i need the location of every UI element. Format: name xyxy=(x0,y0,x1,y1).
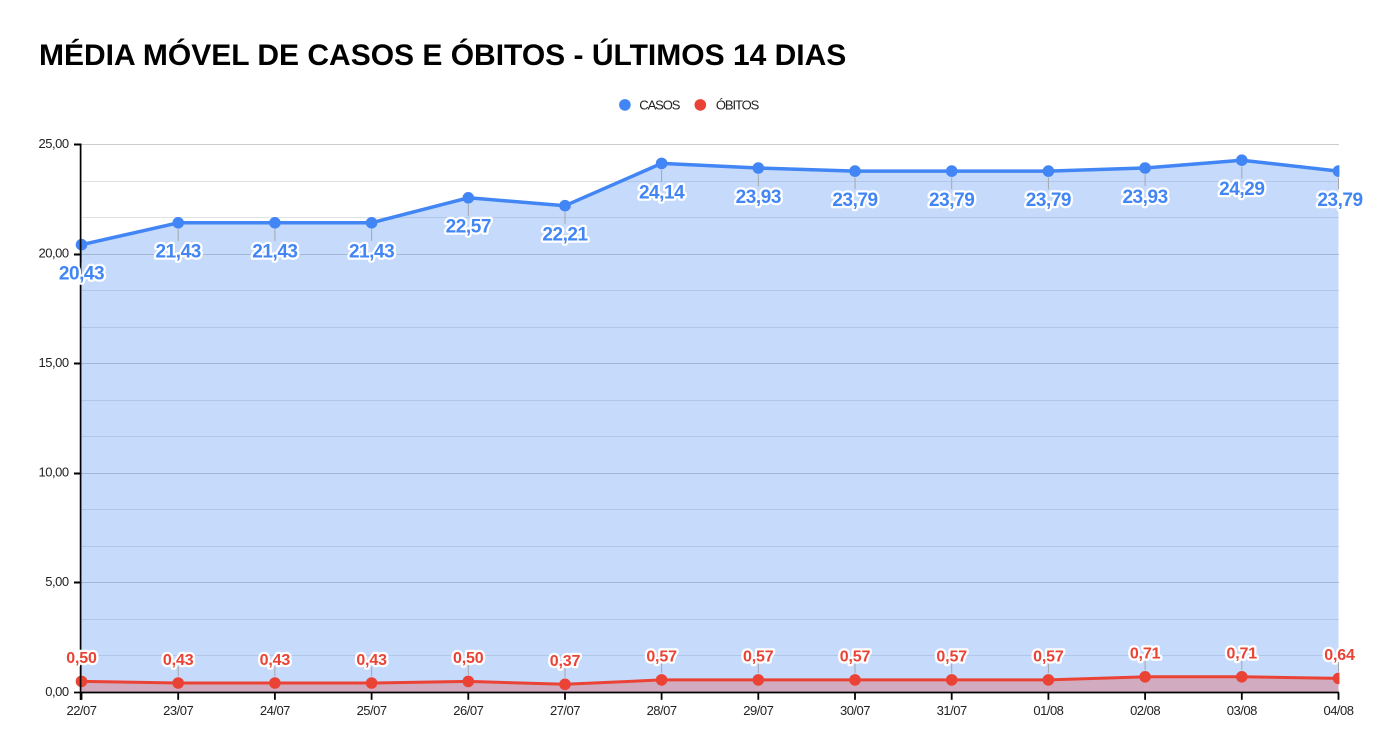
svg-text:20,43: 20,43 xyxy=(59,264,104,285)
svg-text:23,79: 23,79 xyxy=(1317,190,1362,211)
svg-text:23,93: 23,93 xyxy=(736,187,781,208)
svg-text:0,57: 0,57 xyxy=(936,649,967,666)
svg-text:25,00: 25,00 xyxy=(39,136,69,151)
svg-text:0,43: 0,43 xyxy=(356,652,387,669)
svg-text:01/08: 01/08 xyxy=(1033,703,1063,718)
svg-text:22/07: 22/07 xyxy=(66,703,96,718)
svg-text:ÓBITOS: ÓBITOS xyxy=(716,98,760,113)
svg-text:0,64: 0,64 xyxy=(1324,647,1355,664)
svg-text:23/07: 23/07 xyxy=(163,703,193,718)
svg-text:30/07: 30/07 xyxy=(840,703,870,718)
svg-text:0,57: 0,57 xyxy=(646,649,677,666)
svg-text:0,43: 0,43 xyxy=(163,652,194,669)
svg-text:04/08: 04/08 xyxy=(1323,703,1353,718)
svg-text:0,71: 0,71 xyxy=(1227,646,1258,663)
svg-text:29/07: 29/07 xyxy=(743,703,773,718)
svg-text:31/07: 31/07 xyxy=(937,703,967,718)
svg-text:25/07: 25/07 xyxy=(357,703,387,718)
svg-text:24,14: 24,14 xyxy=(639,182,685,203)
svg-text:0,57: 0,57 xyxy=(743,649,774,666)
svg-text:0,43: 0,43 xyxy=(260,652,291,669)
svg-text:23,79: 23,79 xyxy=(929,190,974,211)
svg-text:0,50: 0,50 xyxy=(453,650,484,667)
svg-text:24,29: 24,29 xyxy=(1219,179,1264,200)
svg-text:22,21: 22,21 xyxy=(542,225,588,246)
svg-text:26/07: 26/07 xyxy=(453,703,483,718)
svg-text:21,43: 21,43 xyxy=(156,242,201,263)
svg-text:21,43: 21,43 xyxy=(252,242,297,263)
svg-text:MÉDIA MÓVEL DE CASOS E ÓBITOS: MÉDIA MÓVEL DE CASOS E ÓBITOS - ÚLTIMOS … xyxy=(39,38,846,72)
svg-text:03/08: 03/08 xyxy=(1227,703,1257,718)
svg-text:0,57: 0,57 xyxy=(1033,649,1064,666)
svg-text:22,57: 22,57 xyxy=(446,217,491,238)
svg-text:0,00: 0,00 xyxy=(45,684,69,699)
svg-text:23,79: 23,79 xyxy=(1026,190,1071,211)
svg-text:23,93: 23,93 xyxy=(1122,187,1167,208)
svg-text:15,00: 15,00 xyxy=(39,355,69,370)
svg-text:0,50: 0,50 xyxy=(66,650,97,667)
svg-text:23,79: 23,79 xyxy=(832,190,877,211)
svg-text:0,57: 0,57 xyxy=(840,649,871,666)
svg-text:0,37: 0,37 xyxy=(550,653,581,670)
svg-text:10,00: 10,00 xyxy=(39,465,69,480)
svg-text:24/07: 24/07 xyxy=(260,703,290,718)
svg-text:0,71: 0,71 xyxy=(1130,646,1161,663)
svg-text:21,43: 21,43 xyxy=(349,242,394,263)
svg-text:20,00: 20,00 xyxy=(39,246,69,261)
svg-text:28/07: 28/07 xyxy=(647,703,677,718)
svg-text:27/07: 27/07 xyxy=(550,703,580,718)
svg-text:CASOS: CASOS xyxy=(639,98,680,113)
svg-text:5,00: 5,00 xyxy=(45,574,69,589)
svg-text:02/08: 02/08 xyxy=(1130,703,1160,718)
